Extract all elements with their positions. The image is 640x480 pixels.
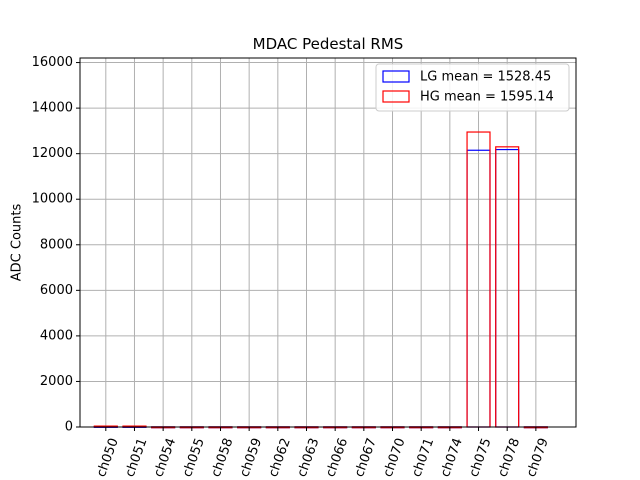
y-tick-label: 16000 (32, 55, 73, 70)
y-tick-label: 4000 (40, 328, 73, 343)
x-tick-label: ch079 (524, 436, 552, 479)
bars (93, 131, 548, 429)
x-tick-label: ch055 (180, 436, 208, 479)
x-tick-label: ch071 (409, 436, 437, 479)
plot-frame (79, 57, 577, 428)
legend: LG mean = 1528.45 HG mean = 1595.14 (375, 63, 570, 112)
y-axis-label: ADC Counts (10, 204, 25, 282)
legend-box (375, 63, 570, 112)
y-tick-label: 10000 (32, 192, 73, 207)
y-tick-label: 14000 (32, 101, 73, 116)
x-tick-label: ch062 (266, 436, 294, 479)
x-axis: ch050 ch051 ch054 ch055 ch058 ch059 ch062 ch063… (94, 427, 552, 479)
y-tick-label: 8000 (40, 237, 73, 252)
x-tick-label: ch054 (151, 436, 179, 479)
legend-label: HG mean = 1595.14 (420, 90, 554, 105)
x-tick-label: ch066 (323, 436, 351, 479)
x-tick-label: ch074 (438, 436, 466, 479)
chart-title: MDAC Pedestal RMS (253, 35, 404, 53)
x-tick-label: ch067 (352, 436, 380, 479)
x-tick-label: ch059 (237, 436, 265, 479)
y-tick-label: 6000 (40, 283, 73, 298)
x-tick-label: ch051 (123, 436, 151, 479)
grid (80, 58, 576, 428)
y-tick-label: 0 (65, 420, 73, 435)
legend-swatch (382, 90, 410, 103)
y-tick-label: 12000 (32, 146, 73, 161)
x-tick-label: ch070 (381, 436, 409, 479)
x-tick-label: ch075 (467, 436, 495, 479)
legend-label: LG mean = 1528.45 (420, 70, 551, 85)
legend-swatch (382, 70, 410, 83)
x-tick-label: ch050 (94, 436, 122, 479)
x-tick-label: ch078 (495, 436, 523, 479)
x-tick-label: ch058 (209, 436, 237, 479)
y-axis: 0 2000 4000 6000 8000 10000 12000 14000 16000 (32, 55, 80, 435)
y-tick-label: 2000 (40, 374, 73, 389)
x-tick-label: ch063 (295, 436, 323, 479)
